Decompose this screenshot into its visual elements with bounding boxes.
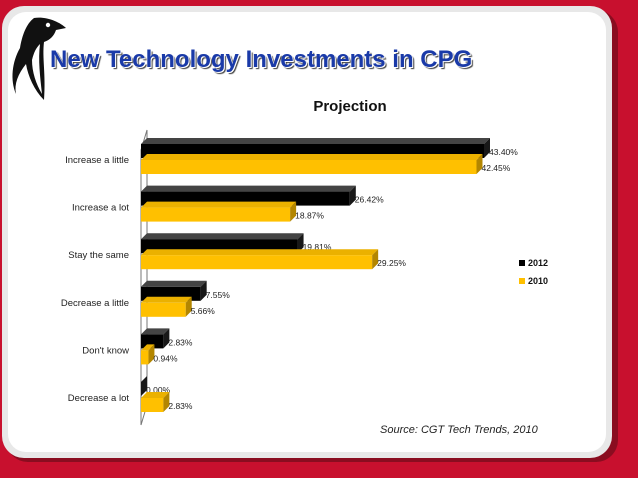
bar-top bbox=[141, 201, 297, 208]
bar-2010 bbox=[141, 302, 186, 317]
bar-side bbox=[372, 249, 379, 270]
category-label: Stay the same bbox=[68, 250, 129, 261]
source-note: Source: CGT Tech Trends, 2010 bbox=[380, 424, 538, 436]
bar-top bbox=[141, 328, 170, 335]
bar-2010 bbox=[141, 255, 373, 270]
bar-side bbox=[163, 328, 170, 349]
data-label: 0.94% bbox=[153, 353, 178, 363]
data-label: 26.42% bbox=[355, 195, 384, 205]
data-label: 43.40% bbox=[489, 147, 518, 157]
bar-side bbox=[484, 138, 490, 158]
data-label: 18.87% bbox=[295, 211, 324, 221]
legend-swatch bbox=[519, 260, 525, 266]
data-label: 2.83% bbox=[168, 337, 193, 347]
bar-top bbox=[141, 280, 207, 287]
legend-label: 2012 bbox=[528, 258, 548, 268]
bar-top bbox=[141, 185, 356, 192]
bar-2010 bbox=[141, 207, 291, 222]
bar-top bbox=[141, 233, 304, 240]
bar-2010 bbox=[141, 160, 477, 174]
data-label: 0.00% bbox=[146, 385, 171, 395]
bar-side bbox=[163, 392, 170, 412]
category-label: Increase a lot bbox=[72, 203, 129, 214]
bar-top bbox=[141, 249, 379, 256]
slide-title: New Technology Investments in CPG bbox=[50, 46, 473, 73]
bar-side bbox=[297, 233, 304, 254]
category-label: Decrease a lot bbox=[68, 393, 130, 404]
data-label: 7.55% bbox=[206, 290, 231, 300]
bar-side bbox=[148, 344, 155, 365]
data-label: 5.66% bbox=[191, 306, 216, 316]
bar-2010 bbox=[141, 398, 164, 412]
bar-top bbox=[141, 296, 192, 303]
chart-title: Projection bbox=[313, 98, 387, 115]
bar-top bbox=[141, 154, 483, 160]
bar-2010 bbox=[141, 350, 149, 365]
penguin-icon bbox=[12, 17, 66, 100]
bar-side bbox=[476, 154, 483, 174]
bar-top bbox=[141, 392, 170, 398]
bar-side bbox=[349, 185, 356, 206]
legend-label: 2010 bbox=[528, 276, 548, 286]
data-label: 29.25% bbox=[377, 258, 406, 268]
category-label: Decrease a little bbox=[61, 298, 129, 309]
legend-swatch bbox=[519, 278, 525, 284]
data-label: 42.45% bbox=[481, 163, 510, 173]
data-label: 19.81% bbox=[303, 242, 332, 252]
category-label: Increase a little bbox=[65, 155, 129, 166]
bar-side bbox=[200, 280, 207, 301]
category-label: Don't know bbox=[82, 345, 129, 356]
bar-top bbox=[141, 138, 490, 144]
slide-panel bbox=[8, 12, 606, 452]
bar-side bbox=[290, 201, 297, 222]
bar-top bbox=[141, 344, 155, 351]
bar-side bbox=[141, 376, 147, 396]
bar-side bbox=[185, 296, 192, 317]
data-label: 2.83% bbox=[168, 401, 193, 411]
